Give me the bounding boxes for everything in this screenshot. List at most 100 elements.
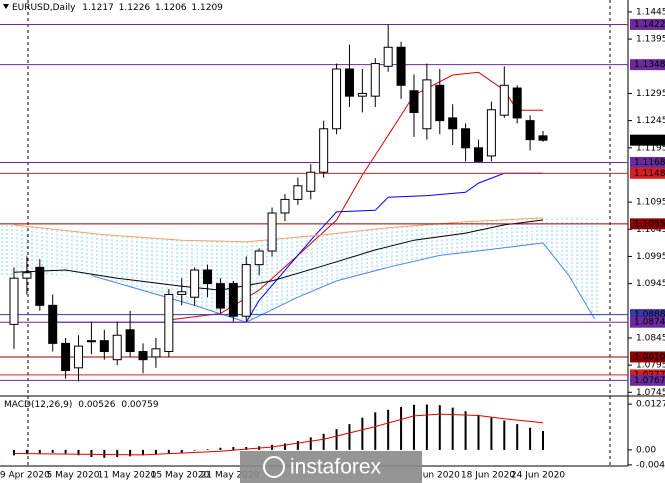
candle-body [512, 87, 522, 119]
y-tick-label: 1.0745 [636, 388, 665, 398]
candle-body [293, 185, 303, 200]
price-label-box [630, 134, 665, 146]
level-label: 1.1168 [634, 158, 665, 168]
macd-bar [348, 424, 351, 450]
macd-bar [283, 443, 286, 450]
macd-bar [296, 440, 299, 450]
candle-body [538, 135, 548, 141]
y-tick-label: 1.1195 [636, 143, 665, 153]
macd-bar [25, 449, 28, 455]
level-label-box [630, 18, 665, 30]
plot: 1.1445 1.1395 1.1295 1.1245 1.1195 1.1095 1.10… [0, 7, 665, 481]
candle-body [396, 46, 406, 86]
candle-body [164, 293, 174, 353]
chart-header: EURUSD,Daily 1.1217 1.1226 1.1206 1.1209 [12, 3, 223, 13]
level-label-box [630, 351, 665, 363]
y-tick-label: 0.01279 [636, 400, 665, 410]
macd-bar [13, 449, 15, 456]
macd-bar [451, 407, 454, 450]
close-value: 1.1209 [191, 3, 223, 13]
y-tick-label: 1.0995 [636, 252, 665, 262]
macd-bar [374, 412, 377, 450]
macd-bar [232, 447, 235, 450]
macd-bar [477, 414, 480, 450]
macd-bar [116, 449, 119, 458]
candle-body [280, 198, 290, 214]
x-tick-label: 21 May 2020 [201, 471, 260, 481]
candle-body [190, 269, 200, 298]
macd-bar [335, 429, 338, 450]
macd-bar [51, 449, 54, 453]
macd-bar [206, 449, 209, 450]
candle-body [499, 84, 509, 116]
x-tick-label: Jun 2020 [419, 471, 460, 481]
level-label: 1.1422 [634, 20, 665, 30]
candle-body [448, 117, 458, 130]
macd-bar [322, 433, 325, 450]
x-tick-label: 5 May 2020 [47, 471, 100, 481]
candle-body [9, 277, 19, 325]
macd-bar [438, 405, 441, 450]
candle-body [254, 250, 264, 266]
x-tick-label: 15 May 2020 [151, 471, 210, 481]
candle-body [125, 329, 135, 353]
macd-header: MACD(12,26,9) 0.00526 0.00759 [4, 400, 159, 410]
menu-icon [3, 4, 9, 9]
level-label-box [630, 218, 665, 230]
y-tick-label: 0.00 [636, 445, 656, 455]
level-label: 1.0810 [634, 352, 665, 362]
candle-body [61, 342, 71, 372]
level-label-box [630, 309, 665, 321]
candle-body [473, 147, 483, 162]
macd-bar [412, 404, 415, 450]
macd-bar [464, 411, 467, 450]
candle-body [357, 92, 367, 97]
level-label: 1.0888 [634, 310, 665, 320]
candle-body [22, 272, 32, 279]
candle-body [48, 304, 58, 344]
candle-body [383, 46, 393, 67]
candle-body [267, 212, 277, 252]
candle-body [319, 128, 329, 173]
level-label: 1.0874 [634, 318, 665, 328]
macd-bar [38, 449, 41, 454]
y-tick-label: 1.0945 [636, 279, 665, 289]
candle-body [435, 84, 445, 122]
indicator-line [13, 219, 544, 291]
symbol: EURUSD,Daily [12, 3, 76, 13]
level-label: 1.1348 [634, 60, 665, 70]
level-label-box [630, 316, 665, 328]
candle-body [86, 340, 96, 343]
macd-bar [103, 449, 106, 458]
macd-bar [154, 449, 157, 455]
macd-bar [64, 449, 67, 454]
candle-body [422, 79, 432, 130]
candle-body [409, 90, 419, 113]
candle-body [74, 345, 84, 369]
candle-body [344, 68, 354, 97]
level-label-box [630, 374, 665, 386]
watermark-logo [263, 456, 285, 478]
low-value: 1.1206 [155, 3, 187, 13]
signal-line [13, 413, 544, 456]
level-label-box [630, 59, 665, 71]
open-value: 1.1217 [82, 3, 114, 13]
candle-body [215, 283, 225, 309]
macd-bar [503, 420, 506, 450]
macd-bar [180, 449, 183, 453]
macd-bar [77, 449, 80, 456]
candle-body [138, 351, 148, 361]
candle-body [461, 128, 471, 149]
price-label: 1.1209 [634, 136, 665, 146]
y-tick-label: -0.00419 [636, 460, 665, 470]
candle-body [177, 291, 187, 295]
watermark: instaforex [240, 451, 422, 483]
candle-body [99, 340, 109, 353]
level-label-box [630, 156, 665, 168]
x-tick-label: 11 May 2020 [98, 471, 157, 481]
macd-bar [309, 437, 312, 450]
candle-body [241, 264, 251, 317]
x-tick-label: 29 Apr 2020 [0, 471, 50, 481]
y-tick-label: 1.1245 [636, 116, 665, 126]
